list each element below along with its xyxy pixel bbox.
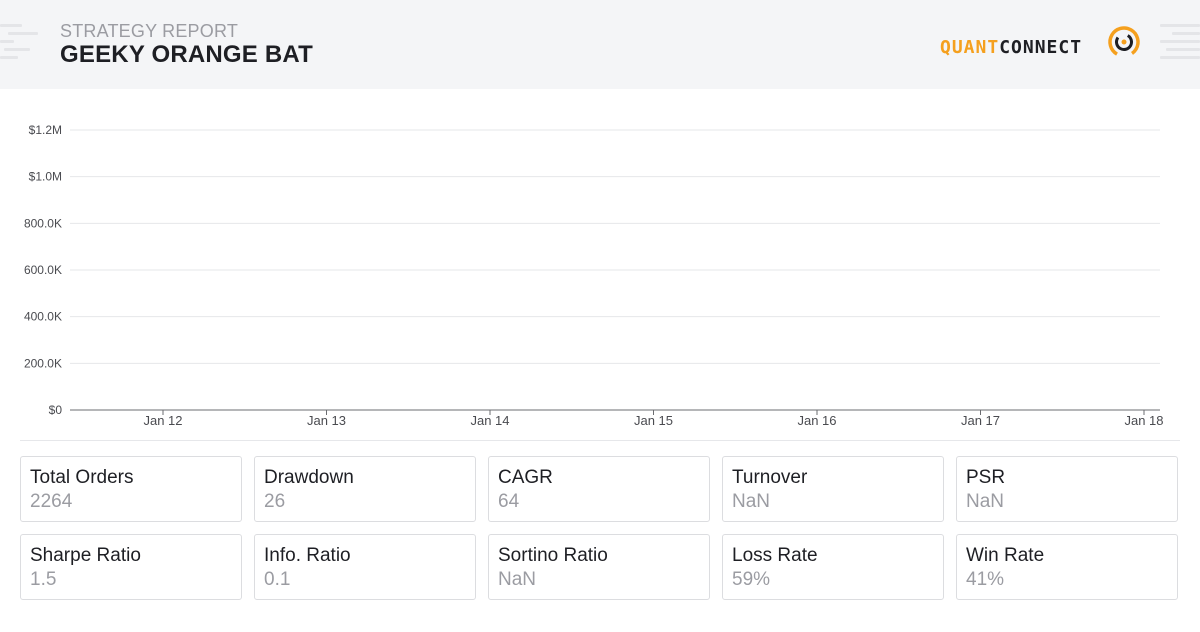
report-subtitle: STRATEGY REPORT	[60, 21, 239, 41]
stat-value: 0.1	[264, 569, 291, 590]
x-tick-label: Jan 13	[307, 413, 346, 428]
quantconnect-logo-icon	[1108, 26, 1140, 58]
stat-value: 2264	[30, 491, 73, 512]
stat-label: Loss Rate	[732, 545, 818, 566]
stat-card-turnover: Turnover NaN	[722, 456, 944, 522]
y-tick-label: 200.0K	[24, 356, 62, 370]
stat-card-psr: PSR NaN	[956, 456, 1178, 522]
y-tick-label: $1.2M	[29, 123, 62, 137]
stat-value: 59%	[732, 569, 771, 590]
logo-wordmark: QUANTCONNECT	[940, 37, 1082, 58]
stat-label: Sharpe Ratio	[30, 545, 141, 566]
stat-value: NaN	[966, 491, 1005, 512]
stat-card-drawdown: Drawdown 26	[254, 456, 476, 522]
stat-label: Total Orders	[30, 467, 134, 488]
stat-value: NaN	[498, 569, 537, 590]
logo-connect-text: CONNECT	[999, 37, 1083, 58]
y-tick-label: 600.0K	[24, 263, 62, 277]
y-tick-label: 400.0K	[24, 310, 62, 324]
stat-label: Info. Ratio	[264, 545, 351, 566]
x-tick-label: Jan 12	[143, 413, 182, 428]
stat-label: PSR	[966, 467, 1006, 488]
report-header: STRATEGY REPORT GEEKY ORANGE BAT QUANTCO…	[0, 0, 1200, 89]
equity-chart: $0 200.0K 400.0K 600.0K 800.0K $1.0M $1.2M Jan …	[0, 110, 1200, 430]
stat-value: 41%	[966, 569, 1005, 590]
stat-card-total-orders: Total Orders 2264	[20, 456, 242, 522]
strategy-name: GEEKY ORANGE BAT	[60, 41, 314, 68]
stat-label: CAGR	[498, 467, 553, 488]
x-tick-label: Jan 17	[961, 413, 1000, 428]
stat-card-win-rate: Win Rate 41%	[956, 534, 1178, 600]
stat-value: 26	[264, 491, 286, 512]
y-tick-label: 800.0K	[24, 216, 62, 230]
y-tick-label: $1.0M	[29, 170, 62, 184]
logo-quant-text: QUANT	[940, 37, 1000, 58]
stat-card-loss-rate: Loss Rate 59%	[722, 534, 944, 600]
section-divider	[20, 440, 1180, 441]
x-tick-label: Jan 16	[797, 413, 836, 428]
stat-label: Drawdown	[264, 467, 354, 488]
equity-chart-svg: $0 200.0K 400.0K 600.0K 800.0K $1.0M $1.2M Jan …	[24, 123, 1164, 428]
stat-value: 64	[498, 491, 520, 512]
stat-label: Win Rate	[966, 545, 1045, 566]
y-tick-label: $0	[49, 403, 63, 417]
x-tick-label: Jan 15	[634, 413, 673, 428]
stat-card-info-ratio: Info. Ratio 0.1	[254, 534, 476, 600]
stat-value: NaN	[732, 491, 771, 512]
stat-value: 1.5	[30, 569, 57, 590]
x-tick-label: Jan 14	[470, 413, 509, 428]
stat-card-cagr: CAGR 64	[488, 456, 710, 522]
stat-label: Turnover	[732, 467, 808, 488]
x-tick-label: Jan 18	[1124, 413, 1163, 428]
stat-card-sortino-ratio: Sortino Ratio NaN	[488, 534, 710, 600]
stat-card-sharpe-ratio: Sharpe Ratio 1.5	[20, 534, 242, 600]
stat-label: Sortino Ratio	[498, 545, 608, 566]
